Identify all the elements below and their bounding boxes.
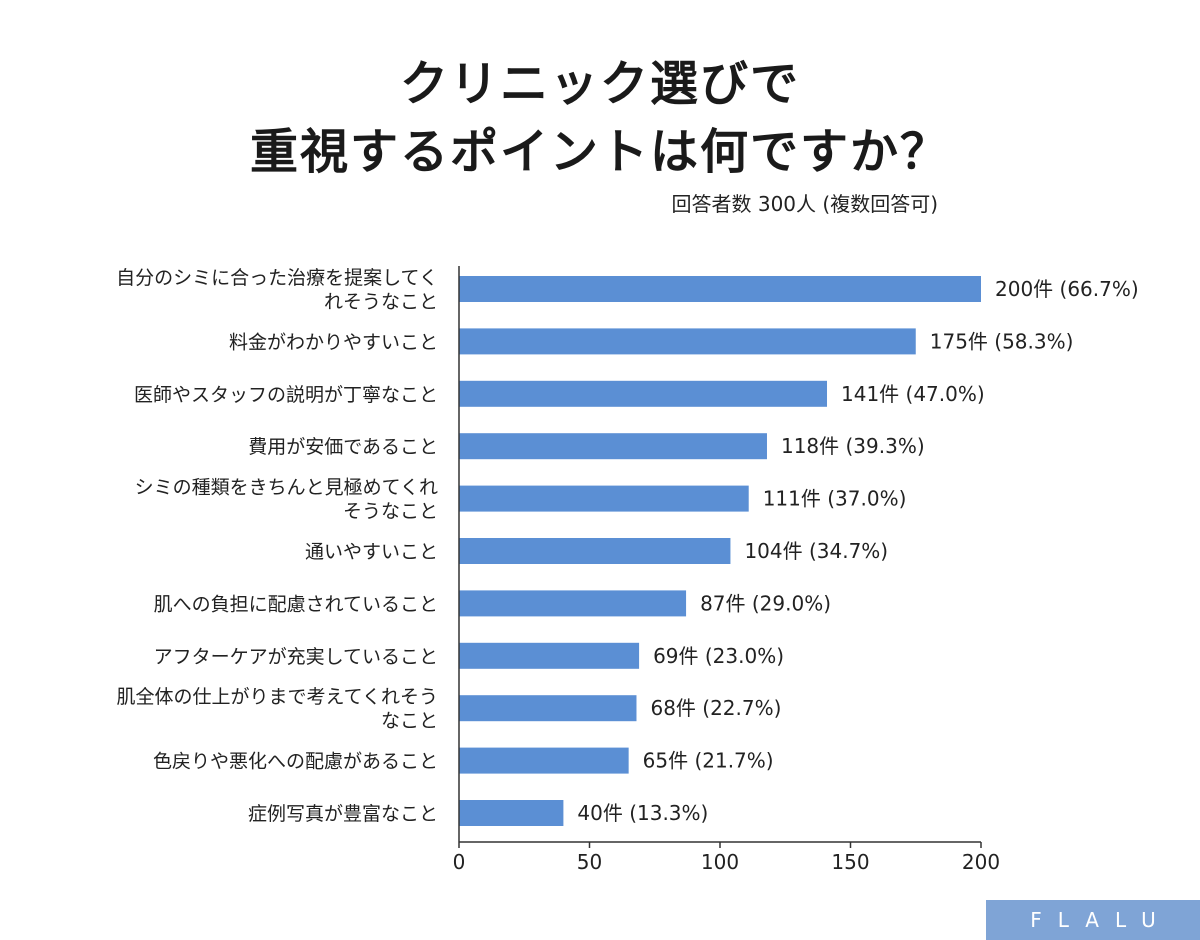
data-label-8: 68件 (22.7%) [650,696,781,720]
category-label-3: 費用が安価であること [248,436,438,458]
data-label-7: 69件 (23.0%) [653,644,784,668]
data-label-3: 118件 (39.3%) [781,434,925,458]
category-label-1: 料金がわかりやすいこと [229,331,438,353]
x-tick-label-4: 200 [962,850,1000,874]
brand-logo: FLALU [986,900,1200,940]
x-tick-label-0: 0 [453,850,466,874]
x-tick-label-3: 150 [831,850,869,874]
respondents-note: 回答者数 300人 (複数回答可) [671,192,939,216]
data-label-1: 175件 (58.3%) [930,329,1074,353]
data-label-6: 87件 (29.0%) [700,591,831,615]
bar-3 [459,433,767,460]
bar-1 [459,328,916,355]
bar-5 [459,538,731,564]
bar-0 [459,276,981,302]
data-label-5: 104件 (34.7%) [744,539,888,563]
data-label-9: 65件 (21.7%) [643,749,774,773]
category-label-10: 症例写真が豊富なこと [248,803,438,825]
chart-title-line2: 重視するポイントは何ですか？ [249,124,950,180]
category-label-7: アフターケアが充実していること [154,646,438,668]
bar-9 [459,747,629,774]
bar-4 [459,485,749,512]
category-label-9: 色戻りや悪化への配慮があること [153,751,438,773]
category-label-2: 医師やスタッフの説明が丁寧なこと [134,384,438,406]
x-tick-label-1: 50 [577,850,602,874]
bar-8 [459,695,637,722]
category-label-5: 通いやすいこと [305,541,438,563]
bar-10 [459,800,564,826]
chart-title-line1: クリニック選びで [399,56,800,112]
bar-2 [459,380,828,407]
bar-6 [459,590,687,617]
data-label-10: 40件 (13.3%) [577,801,708,825]
data-label-2: 141件 (47.0%) [841,382,985,406]
category-label-4: シミの種類をきちんと見極めてくれそうなこと [135,477,438,523]
category-label-0: 自分のシミに合った治療を提案してくれそうなこと [116,267,438,313]
category-label-8: 肌全体の仕上がりまで考えてくれそうなこと [117,686,438,732]
category-label-6: 肌への負担に配慮されていること [154,593,438,615]
x-tick-label-2: 100 [701,850,739,874]
data-label-0: 200件 (66.7%) [995,277,1139,301]
data-label-4: 111件 (37.0%) [763,487,907,511]
bar-7 [459,642,640,669]
